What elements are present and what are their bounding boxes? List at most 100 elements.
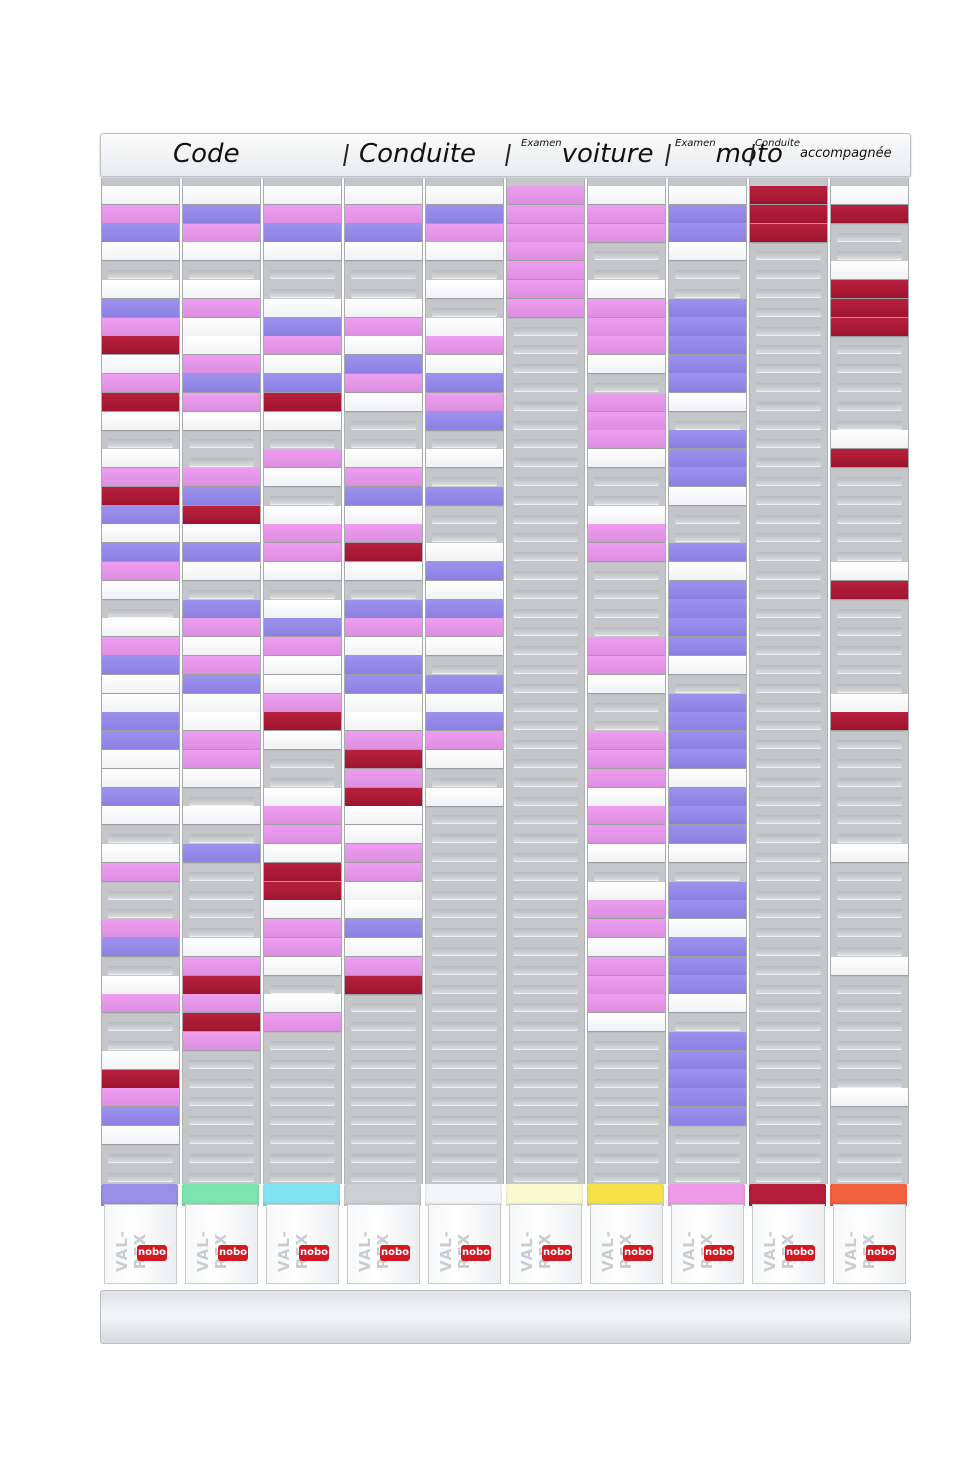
planning-card[interactable] xyxy=(102,543,179,562)
planning-card[interactable] xyxy=(183,994,260,1013)
planning-card[interactable] xyxy=(426,411,503,430)
planning-card[interactable] xyxy=(183,204,260,223)
planning-card[interactable] xyxy=(588,411,665,430)
planning-card[interactable] xyxy=(345,186,422,204)
planning-card[interactable] xyxy=(345,975,422,994)
planning-card[interactable] xyxy=(750,186,827,204)
planning-card[interactable] xyxy=(102,242,179,261)
planning-card[interactable] xyxy=(588,919,665,938)
planning-card[interactable] xyxy=(102,1088,179,1107)
planning-card[interactable] xyxy=(669,919,746,938)
planning-card[interactable] xyxy=(345,919,422,938)
planning-card[interactable] xyxy=(831,449,908,468)
card-box[interactable]: VAL-REXnobo xyxy=(344,1184,421,1284)
planning-card[interactable] xyxy=(831,186,908,204)
planning-card[interactable] xyxy=(264,317,341,336)
planning-card[interactable] xyxy=(588,938,665,956)
planning-card[interactable] xyxy=(264,468,341,486)
planning-card[interactable] xyxy=(102,656,179,674)
planning-card[interactable] xyxy=(426,674,503,693)
planning-card[interactable] xyxy=(345,693,422,712)
planning-card[interactable] xyxy=(507,298,584,317)
planning-card[interactable] xyxy=(183,750,260,768)
planning-card[interactable] xyxy=(588,637,665,656)
planning-card[interactable] xyxy=(588,355,665,374)
planning-card[interactable] xyxy=(588,186,665,204)
planning-card[interactable] xyxy=(102,298,179,317)
planning-card[interactable] xyxy=(102,336,179,355)
planning-card[interactable] xyxy=(345,242,422,261)
planning-card[interactable] xyxy=(102,806,179,825)
planning-card[interactable] xyxy=(588,204,665,223)
planning-card[interactable] xyxy=(264,355,341,374)
planning-card[interactable] xyxy=(831,280,908,298)
planning-card[interactable] xyxy=(669,637,746,656)
planning-card[interactable] xyxy=(669,1069,746,1088)
planning-card[interactable] xyxy=(264,900,341,919)
planning-card[interactable] xyxy=(345,543,422,562)
planning-card[interactable] xyxy=(345,524,422,543)
planning-card[interactable] xyxy=(264,223,341,242)
planning-card[interactable] xyxy=(426,486,503,505)
planning-card[interactable] xyxy=(102,768,179,787)
planning-card[interactable] xyxy=(831,693,908,712)
planning-card[interactable] xyxy=(264,862,341,881)
planning-card[interactable] xyxy=(183,242,260,261)
planning-card[interactable] xyxy=(831,430,908,449)
planning-card[interactable] xyxy=(102,392,179,411)
card-box[interactable]: VAL-REXnobo xyxy=(425,1184,502,1284)
planning-card[interactable] xyxy=(264,881,341,900)
planning-card[interactable] xyxy=(669,731,746,750)
planning-card[interactable] xyxy=(264,524,341,543)
planning-card[interactable] xyxy=(588,844,665,862)
planning-card[interactable] xyxy=(426,599,503,618)
planning-card[interactable] xyxy=(183,223,260,242)
planning-card[interactable] xyxy=(669,1050,746,1069)
planning-card[interactable] xyxy=(183,656,260,674)
planning-card[interactable] xyxy=(183,186,260,204)
planning-card[interactable] xyxy=(831,712,908,731)
planning-card[interactable] xyxy=(102,468,179,486)
planning-card[interactable] xyxy=(345,562,422,580)
planning-card[interactable] xyxy=(507,242,584,261)
card-box[interactable]: VAL-REXnobo xyxy=(668,1184,745,1284)
planning-card[interactable] xyxy=(102,1050,179,1069)
planning-card[interactable] xyxy=(102,204,179,223)
planning-card[interactable] xyxy=(426,242,503,261)
planning-card[interactable] xyxy=(426,637,503,656)
planning-card[interactable] xyxy=(345,468,422,486)
card-box[interactable]: VAL-REXnobo xyxy=(101,1184,178,1284)
planning-card[interactable] xyxy=(669,768,746,787)
planning-card[interactable] xyxy=(183,468,260,486)
planning-card[interactable] xyxy=(588,731,665,750)
planning-card[interactable] xyxy=(669,223,746,242)
planning-card[interactable] xyxy=(183,975,260,994)
planning-card[interactable] xyxy=(183,637,260,656)
planning-card[interactable] xyxy=(345,486,422,505)
planning-card[interactable] xyxy=(183,938,260,956)
planning-card[interactable] xyxy=(264,242,341,261)
planning-card[interactable] xyxy=(264,186,341,204)
planning-card[interactable] xyxy=(426,374,503,392)
planning-card[interactable] xyxy=(183,562,260,580)
planning-card[interactable] xyxy=(588,825,665,844)
planning-card[interactable] xyxy=(669,975,746,994)
planning-card[interactable] xyxy=(345,317,422,336)
planning-card[interactable] xyxy=(831,298,908,317)
planning-card[interactable] xyxy=(183,806,260,825)
planning-card[interactable] xyxy=(264,618,341,637)
planning-card[interactable] xyxy=(588,787,665,806)
planning-card[interactable] xyxy=(588,298,665,317)
planning-card[interactable] xyxy=(669,994,746,1013)
planning-card[interactable] xyxy=(588,430,665,449)
planning-card[interactable] xyxy=(669,712,746,731)
planning-card[interactable] xyxy=(345,599,422,618)
planning-card[interactable] xyxy=(588,524,665,543)
planning-card[interactable] xyxy=(588,392,665,411)
planning-card[interactable] xyxy=(345,750,422,768)
planning-card[interactable] xyxy=(669,825,746,844)
planning-card[interactable] xyxy=(831,580,908,599)
planning-card[interactable] xyxy=(264,787,341,806)
planning-card[interactable] xyxy=(102,938,179,956)
planning-card[interactable] xyxy=(264,693,341,712)
